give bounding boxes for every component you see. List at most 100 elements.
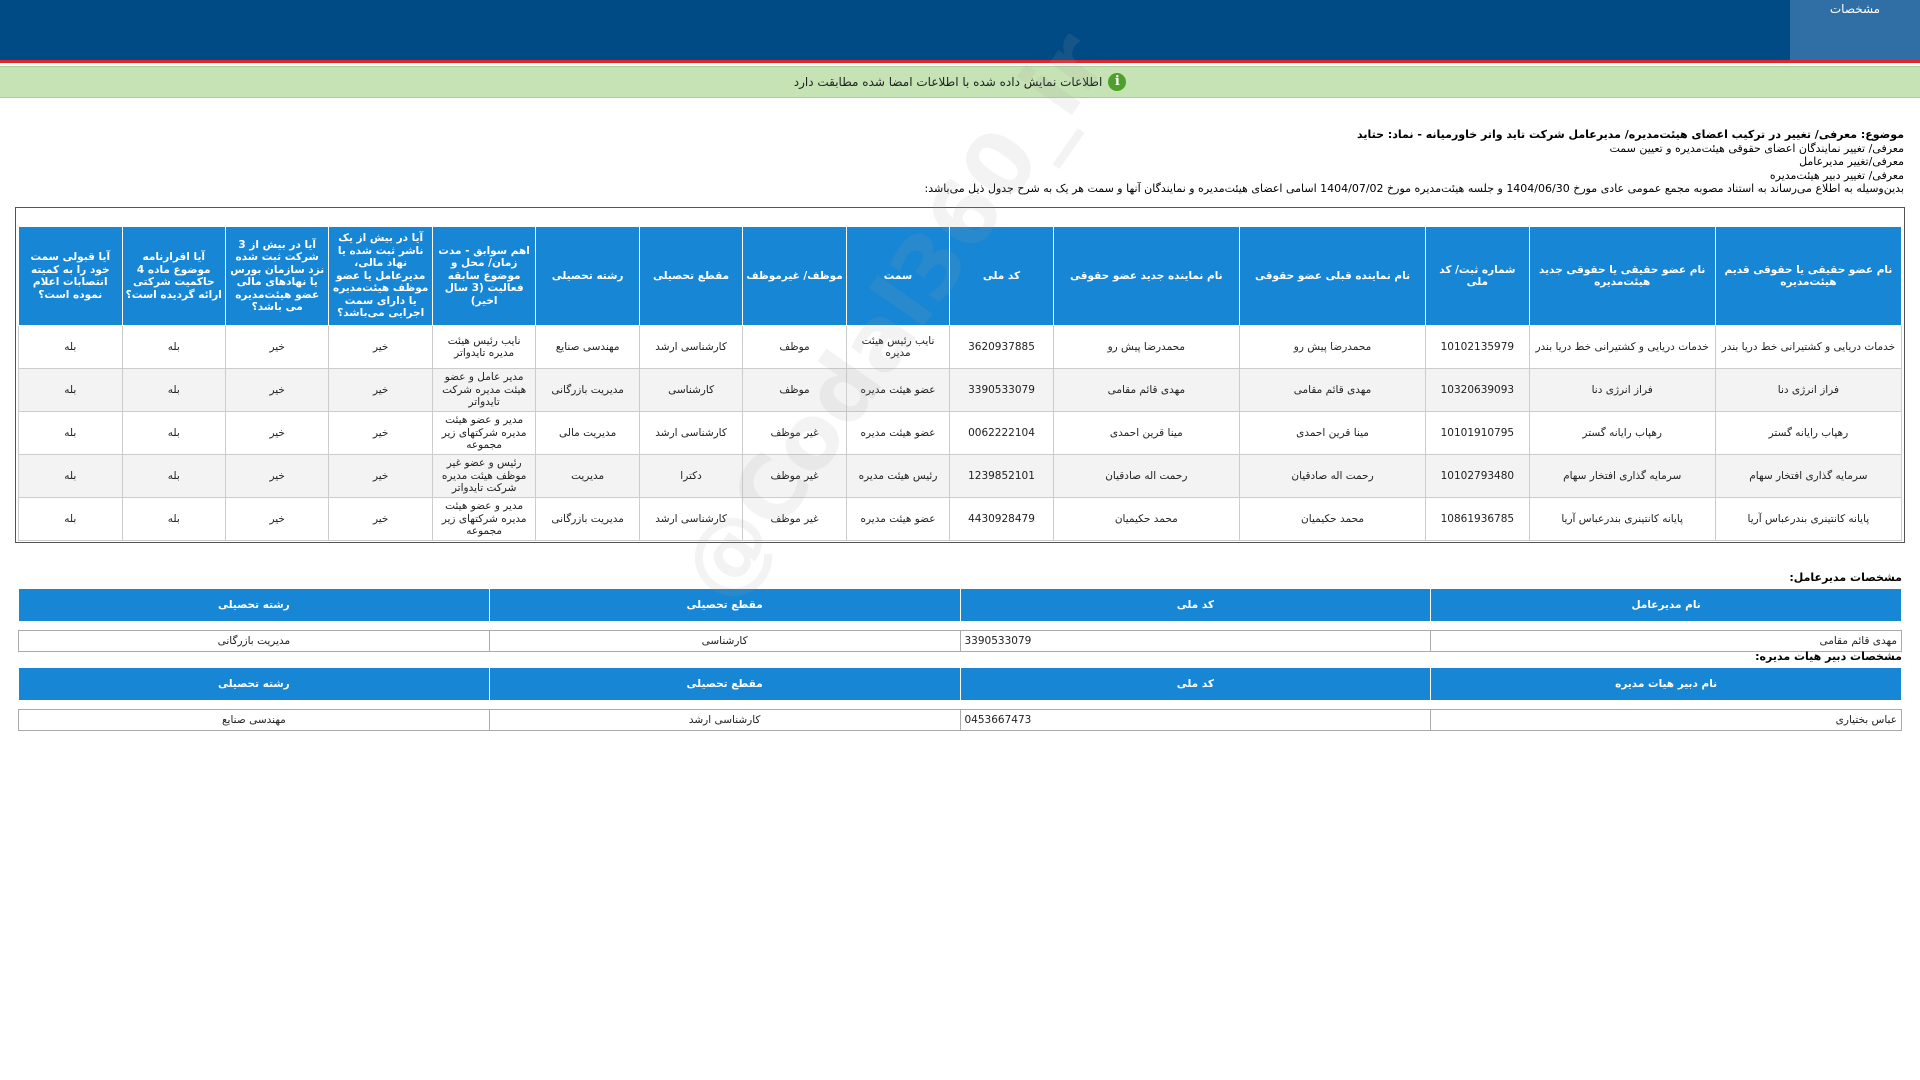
cell: رهپاب رایانه گستر <box>1528 411 1716 455</box>
column-header: کد ملی <box>959 667 1432 701</box>
info-icon: i <box>1108 73 1127 91</box>
spacer <box>19 701 1902 710</box>
cell: مدیر عامل و عضو هیئت مدیره شرکت تایدواتر <box>431 368 537 412</box>
tbody: مهدی قائم مقامی 3390533079 کارشناسی مدیریت … <box>18 622 1902 652</box>
cell: 10102793480 <box>1425 454 1530 498</box>
cell: مهدی قائم مقامی <box>1430 630 1902 652</box>
cell: خیر <box>328 368 433 412</box>
header-row: نام عضو حقیقی یا حقوقی قدیم هیئت‌مدیره نا… <box>18 226 1903 326</box>
spacer-cell <box>960 701 1431 710</box>
cell: 3620937885 <box>949 325 1054 369</box>
thead: نام مدیرعامل کد ملی مقطع تحصیلی رشته تحصیلی <box>18 588 1902 622</box>
column-header: مقطع تحصیلی <box>488 588 961 622</box>
column-header: اهم سوابق - مدت زمان/ محل و موضوع سابقه … <box>431 226 537 326</box>
cell: خیر <box>328 497 433 541</box>
subject-intro: بدین‌وسیله به اطلاع می‌رساند به استناد م… <box>924 182 1905 195</box>
cell: 1239852101 <box>949 454 1054 498</box>
cell: بله <box>121 497 226 541</box>
cell: کارشناسی ارشد <box>638 325 744 369</box>
table-row: عباس بختیاری 0453667473 کارشناسی ارشد مهندس… <box>18 709 1902 731</box>
cell: کارشناسی ارشد <box>488 709 961 731</box>
table-row: مهدی قائم مقامی 3390533079 کارشناسی مدیریت … <box>18 630 1902 652</box>
spacer-cell <box>960 622 1431 631</box>
cell: بله <box>18 325 123 369</box>
subject-line: معرفی/ تغییر نمایندگان اعضای حقوقی هیئت‌… <box>1609 141 1904 155</box>
cell: بله <box>121 368 226 412</box>
cell: رئیس و عضو غیر موظف هیئت مدیره شرکت تاید… <box>431 454 537 498</box>
top-bar: مشخصات <box>0 0 1920 63</box>
column-header: مقطع تحصیلی <box>488 667 961 701</box>
cell: موظف <box>742 325 847 369</box>
cell: 10101910795 <box>1425 411 1530 455</box>
cell: 3390533079 <box>949 368 1054 412</box>
cell: محمدرضا پیش رو <box>1052 325 1240 369</box>
cell: مهندسی صنایع <box>535 325 640 369</box>
cell: بله <box>18 368 123 412</box>
thead: نام دبیر هیات مدیره کد ملی مقطع تحصیلی رشته… <box>18 667 1902 701</box>
column-header: آیا در بیش از یک ناشر ثبت شده یا نهاد ما… <box>328 226 433 326</box>
column-header: رشته تحصیلی <box>18 588 490 622</box>
cell: دکترا <box>638 454 744 498</box>
cell: عضو هیئت مدیره <box>845 368 951 412</box>
cell: بله <box>18 454 123 498</box>
table-row: رهپاب رایانه گستر رهپاب رایانه گستر 101019… <box>18 411 1903 455</box>
cell: مدیریت بازرگانی <box>18 630 490 652</box>
column-header: کد ملی <box>949 226 1054 326</box>
cell: سرمایه گذاری افتخار سهام <box>1528 454 1716 498</box>
cell: 10102135979 <box>1425 325 1530 369</box>
column-header: مقطع تحصیلی <box>638 226 744 326</box>
board-box: نام عضو حقیقی یا حقوقی قدیم هیئت‌مدیره نا… <box>15 207 1905 543</box>
column-header: آیا قبولی سمت خود را به کمیته انتصابات ا… <box>18 226 123 326</box>
table-row: پایانه کانتینری بندرعباس آریا پایانه کانت… <box>18 497 1903 541</box>
cell: بله <box>121 325 226 369</box>
cell: رحمت اله صادقیان <box>1052 454 1240 498</box>
cell: رحمت اله صادقیان <box>1238 454 1427 498</box>
column-header: کد ملی <box>959 588 1432 622</box>
cell: بله <box>18 497 123 541</box>
cell: مینا قرین احمدی <box>1052 411 1240 455</box>
cell: مهدی قائم مقامی <box>1238 368 1427 412</box>
cell: نایب رئیس هیئت مدیره تایدواتر <box>431 325 537 369</box>
column-header: نام نماینده قبلی عضو حقوقی <box>1238 226 1427 326</box>
cell: محمد حکیمیان <box>1238 497 1427 541</box>
cell: خیر <box>224 368 330 412</box>
cell: بله <box>121 411 226 455</box>
cell: مدیریت <box>535 454 640 498</box>
cell: کارشناسی <box>638 368 744 412</box>
cell: عضو هیئت مدیره <box>845 497 951 541</box>
board-table: نام عضو حقیقی یا حقوقی قدیم هیئت‌مدیره نا… <box>18 226 1903 541</box>
header-row: نام مدیرعامل کد ملی مقطع تحصیلی رشته تحصیلی <box>18 588 1902 622</box>
cell: خیر <box>224 497 330 541</box>
cell: سرمایه گذاری افتخار سهام <box>1714 454 1903 498</box>
tab[interactable]: مشخصات <box>1790 0 1920 60</box>
cell: خیر <box>224 325 330 369</box>
cell: مهندسی صنایع <box>18 709 490 731</box>
spacer <box>19 622 1902 631</box>
cell: 0453667473 <box>959 709 1432 731</box>
column-header: آیا اقرارنامه موضوع ماده 4 حاکمیت شرکتی … <box>121 226 226 326</box>
cell: خدمات دریایی و کشتیرانی خط دریا بندر <box>1528 325 1716 369</box>
column-header: نام عضو حقیقی یا حقوقی قدیم هیئت‌مدیره <box>1714 226 1903 326</box>
cell: فراز انرژی دنا <box>1714 368 1903 412</box>
cell: غیر موظف <box>742 454 847 498</box>
cell: مدیر و عضو هیئت مدیره شرکتهای زیر مجموعه <box>431 411 537 455</box>
cell: محمدرضا پیش رو <box>1238 325 1427 369</box>
cell: پایانه کانتینری بندرعباس آریا <box>1528 497 1716 541</box>
column-header: سمت <box>845 226 951 326</box>
cell: خیر <box>328 454 433 498</box>
cell: خیر <box>328 411 433 455</box>
spacer-cell <box>489 701 960 710</box>
subject-line: معرفی/تغییر مدیرعامل <box>1799 155 1904 168</box>
cell: غیر موظف <box>742 411 847 455</box>
column-header: موظف/ غیرموظف <box>742 226 847 326</box>
cell: مینا قرین احمدی <box>1238 411 1427 455</box>
column-header: نام دبیر هیات مدیره <box>1430 667 1902 701</box>
banner-text: اطلاعات نمایش داده شده با اطلاعات امضا ش… <box>793 75 1103 89</box>
table-row: فراز انرژی دنا فراز انرژی دنا 10320639093 م… <box>18 368 1903 412</box>
cell: رهپاب رایانه گستر <box>1714 411 1903 455</box>
column-header: شماره ثبت/ کد ملی <box>1425 226 1530 326</box>
section-label: مشخصات دبیر هیات مدیره: <box>1755 650 1902 663</box>
column-header: نام مدیرعامل <box>1430 588 1902 622</box>
cell: بله <box>121 454 226 498</box>
